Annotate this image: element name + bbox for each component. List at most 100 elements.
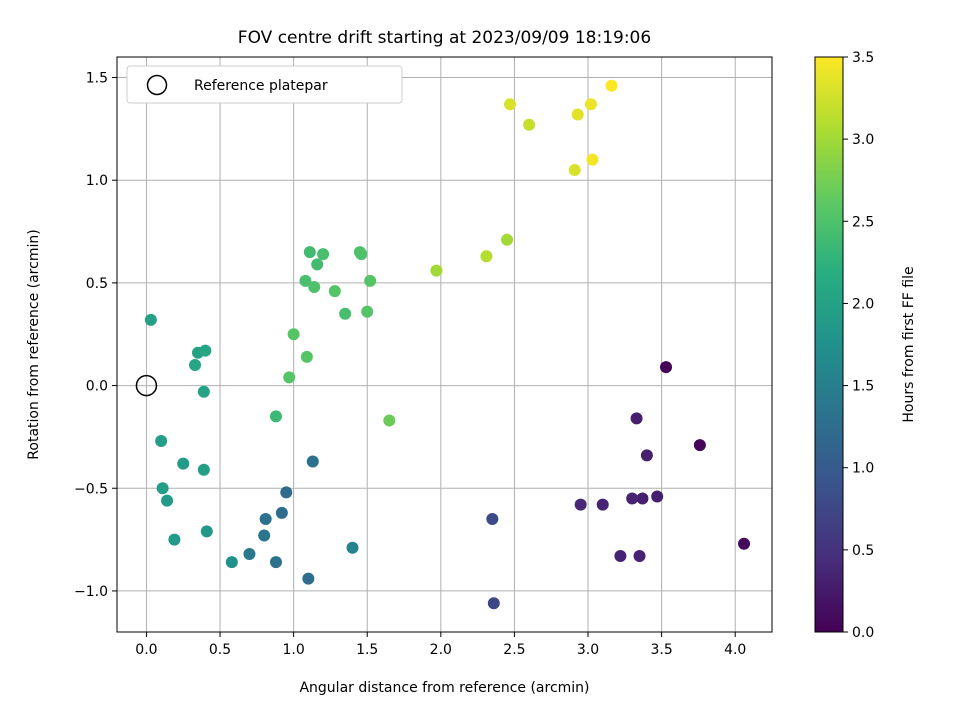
data-point (168, 533, 181, 546)
x-axis-label: Angular distance from reference (arcmin) (299, 680, 589, 696)
data-point (738, 537, 751, 550)
data-point (302, 572, 315, 585)
data-point (311, 258, 324, 271)
y-axis-ticks: −1.0 −0.5 0.0 0.5 1.0 1.5 (74, 71, 117, 600)
data-point (633, 550, 646, 563)
data-point (197, 463, 210, 476)
colorbar-tick-label: 1.0 (852, 461, 874, 477)
data-point (225, 556, 238, 569)
colorbar-tick-label: 0.0 (852, 625, 874, 641)
reference-marker (135, 374, 158, 397)
reference-platepar-point (135, 374, 158, 397)
data-point (259, 513, 272, 526)
plot-area (117, 57, 772, 632)
x-tick-label: 3.5 (650, 642, 672, 658)
colorbar-tick-label: 2.0 (852, 296, 874, 312)
data-point (383, 414, 396, 427)
colorbar: 0.0 0.5 1.0 1.5 2.0 2.5 3.0 3.5 Hours from firs… (814, 50, 917, 641)
data-point (156, 482, 169, 495)
chart-title: FOV centre drift starting at 2023/09/09 … (238, 28, 651, 48)
x-tick-label: 1.0 (282, 642, 304, 658)
data-point (574, 498, 587, 511)
data-point (626, 492, 639, 505)
legend: Reference platepar (126, 65, 403, 104)
x-tick-label: 0.0 (135, 642, 157, 658)
data-point (501, 233, 514, 246)
data-point (258, 529, 271, 542)
colorbar-tick-label: 0.5 (852, 543, 874, 559)
legend-label: Reference platepar (194, 78, 328, 94)
data-point (630, 412, 643, 425)
x-tick-label: 3.0 (577, 642, 599, 658)
data-point (144, 313, 157, 326)
data-point (596, 498, 609, 511)
x-tick-label: 2.5 (503, 642, 525, 658)
data-point (275, 506, 288, 519)
x-tick-label: 1.5 (356, 642, 378, 658)
y-tick-label: −0.5 (74, 481, 108, 497)
data-point (303, 246, 316, 259)
data-point (161, 494, 174, 507)
data-point (361, 305, 374, 318)
plot-frame (116, 56, 773, 633)
x-tick-label: 0.5 (209, 642, 231, 658)
y-tick-label: −1.0 (74, 584, 108, 600)
data-point (504, 98, 516, 111)
data-point (430, 264, 443, 277)
data-point (269, 410, 282, 423)
data-point (568, 163, 581, 176)
data-point (614, 550, 627, 563)
colorbar-gradient (814, 56, 844, 633)
data-point (269, 556, 282, 569)
data-point (355, 248, 368, 261)
grid-lines (117, 57, 772, 632)
data-point (586, 153, 599, 166)
y-tick-label: 0.5 (86, 276, 108, 292)
data-point (636, 492, 649, 505)
y-axis-label: Rotation from reference (arcmin) (26, 229, 42, 459)
data-point (605, 79, 618, 92)
colorbar-tick-label: 1.5 (852, 379, 874, 395)
colorbar-tick-label: 2.5 (852, 214, 874, 230)
data-point (308, 281, 321, 293)
colorbar-ticks: 0.0 0.5 1.0 1.5 2.0 2.5 3.0 3.5 (843, 50, 874, 641)
data-point (299, 274, 312, 287)
data-point (693, 439, 706, 452)
data-point (283, 371, 296, 384)
data-point (487, 597, 500, 610)
data-point (280, 486, 293, 499)
colorbar-tick-label: 3.5 (852, 50, 874, 66)
data-point (317, 248, 330, 261)
data-point (523, 118, 536, 131)
data-point (287, 328, 300, 341)
data-points (144, 79, 751, 610)
x-tick-label: 4.0 (724, 642, 746, 658)
data-point (571, 108, 584, 121)
data-point (480, 250, 493, 263)
colorbar-label: Hours from first FF file (901, 266, 917, 422)
data-point (300, 350, 313, 363)
data-point (486, 513, 499, 526)
data-point (199, 344, 212, 357)
x-axis-ticks: 0.0 0.5 1.0 1.5 2.0 2.5 3.0 3.5 4.0 (135, 632, 746, 658)
colorbar-tick-label: 3.0 (852, 132, 874, 148)
data-point (243, 547, 256, 560)
data-point (197, 385, 210, 398)
data-point (346, 541, 359, 554)
legend-marker-open-circle (146, 74, 168, 96)
data-point (200, 525, 213, 538)
x-tick-label: 2.0 (430, 642, 452, 658)
legend-box (126, 65, 403, 104)
y-tick-label: 1.0 (86, 173, 108, 189)
y-tick-label: 0.0 (86, 379, 108, 395)
data-point (306, 455, 319, 468)
data-point (651, 490, 664, 503)
data-point (155, 435, 168, 448)
data-point (584, 98, 597, 111)
data-point (640, 449, 653, 462)
y-tick-label: 1.5 (86, 71, 108, 87)
data-point (364, 274, 377, 287)
data-point (189, 359, 202, 372)
data-point (339, 307, 352, 320)
